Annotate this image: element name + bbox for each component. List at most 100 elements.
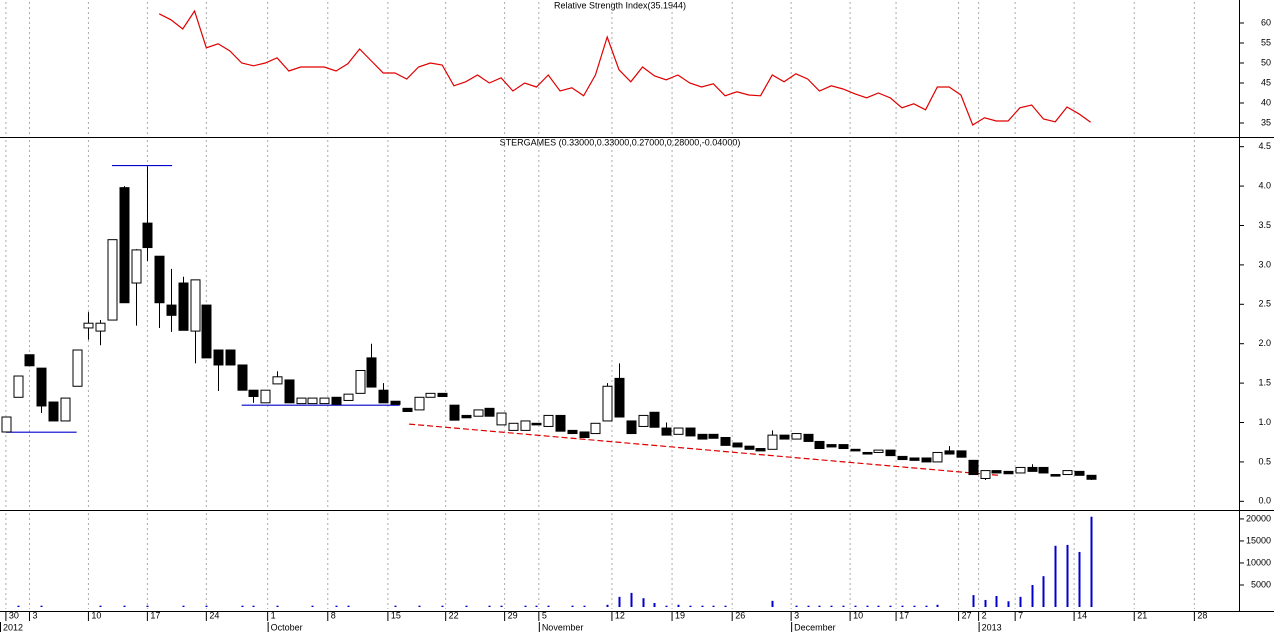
x-tick-label: 14 [1077, 610, 1087, 620]
candle-body [1015, 466, 1026, 474]
candle-body [980, 470, 991, 479]
volume-bar [712, 605, 715, 608]
volume-bar [866, 605, 869, 608]
candle-body [131, 249, 142, 284]
volume-bar [500, 605, 503, 608]
candle-body [732, 442, 743, 448]
chart-title: Relative Strength Index(35.1944) [554, 0, 686, 10]
candle-body [1003, 470, 1014, 475]
candle-body [402, 407, 413, 412]
candle-body [897, 455, 908, 461]
volume-bar [1007, 601, 1010, 608]
candle-body [190, 279, 201, 332]
volume-bar [677, 604, 680, 608]
volume-bar [524, 605, 527, 608]
volume-bar [1042, 576, 1045, 608]
candle-body [166, 304, 177, 316]
x-tick-label: 10 [91, 610, 101, 620]
x-tick-label: 24 [209, 610, 219, 620]
volume-bar [571, 605, 574, 608]
volume-bar [842, 605, 845, 608]
volume-bar [40, 605, 43, 608]
volume-bar [830, 605, 833, 608]
candle-body [119, 187, 130, 304]
candle-body [1062, 470, 1073, 476]
candle-body [60, 397, 71, 422]
y-tick-label: 4.5 [1258, 141, 1271, 151]
y-tick-label: 50 [1261, 57, 1271, 67]
candle-body [378, 389, 389, 404]
x-tick-label: 22 [449, 610, 459, 620]
volume-bar [807, 605, 810, 608]
candle-body [708, 433, 719, 439]
candle-body [956, 450, 967, 458]
candle-body [449, 404, 460, 421]
volume-bar [241, 605, 244, 608]
candle-body [284, 379, 295, 404]
candle-body [260, 389, 271, 404]
volume-bar [642, 598, 645, 608]
volume-bar [854, 605, 857, 608]
x-tick-label: 28 [1197, 610, 1207, 620]
candle-body [473, 409, 484, 417]
candle-body [237, 364, 248, 391]
candle-body [697, 433, 708, 440]
candle-body [921, 457, 932, 463]
candle-body [720, 436, 731, 446]
volume-bar [1019, 596, 1022, 608]
candle-body [331, 396, 342, 405]
month-label: 2013 [982, 622, 1002, 632]
candle-body [1086, 474, 1097, 480]
candle-body [142, 222, 153, 249]
candle-body [225, 349, 236, 366]
candle-body [779, 434, 790, 440]
y-tick-label: 5000 [1251, 579, 1271, 589]
volume-bar [877, 605, 880, 608]
rsi-line [158, 9, 1091, 126]
volume-bar [913, 605, 916, 608]
candle-body [272, 376, 283, 385]
x-tick-label: 2 [982, 610, 987, 620]
candle-body [107, 239, 118, 321]
volume-bar [17, 605, 20, 608]
volume-bar [771, 600, 774, 608]
candle-body [178, 282, 189, 331]
volume-bar [606, 604, 609, 608]
volume-bar [1066, 544, 1069, 608]
candle-body [48, 401, 59, 422]
volume-bar [1031, 584, 1034, 608]
volume-bar [535, 605, 538, 608]
candle-body [602, 385, 613, 422]
volume-bar [984, 599, 987, 608]
volume-bar [252, 605, 255, 608]
x-tick-label: 3 [794, 610, 799, 620]
candle-body [862, 451, 873, 455]
volume-bar [1054, 545, 1057, 608]
y-tick-label: 3.0 [1258, 259, 1271, 269]
candle-body [531, 422, 542, 426]
x-tick-label: 29 [508, 610, 518, 620]
candle-body [425, 392, 436, 398]
volume-bar [653, 603, 656, 608]
candle-body [909, 457, 920, 461]
candle-body [838, 444, 849, 450]
x-tick-label: 10 [853, 610, 863, 620]
month-label: 2012 [3, 622, 23, 632]
candle-body [1074, 470, 1085, 476]
x-tick-label: 5 [542, 610, 547, 620]
candle-body [543, 414, 554, 427]
x-tick-label: 26 [735, 610, 745, 620]
candle-body [1050, 474, 1061, 477]
candle-body [355, 370, 366, 394]
candle-body [213, 349, 224, 366]
candle-body [649, 411, 660, 428]
candle-body [36, 367, 47, 407]
y-tick-label: 0.5 [1258, 456, 1271, 466]
y-tick-label: 10000 [1246, 557, 1271, 567]
volume-bar [630, 592, 633, 608]
candle-body [1038, 466, 1049, 474]
y-tick-label: 2.0 [1258, 338, 1271, 348]
x-tick-label: 15 [391, 610, 401, 620]
x-tick-label: 30 [9, 610, 19, 620]
